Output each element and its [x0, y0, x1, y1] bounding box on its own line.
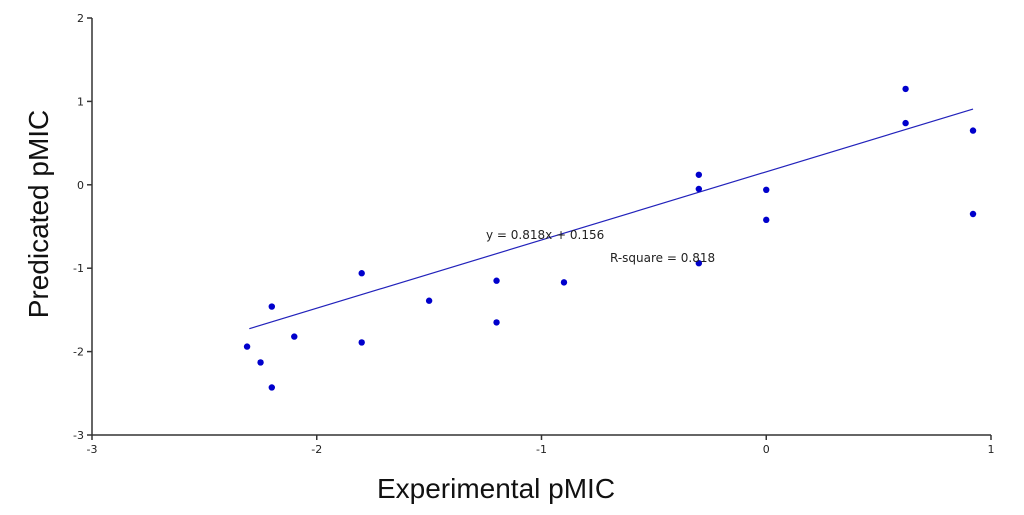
data-point	[902, 119, 909, 127]
x-tick-label: -3	[87, 443, 98, 456]
data-point	[358, 339, 365, 346]
data-point	[425, 297, 433, 304]
x-tick-label: -2	[311, 443, 322, 456]
data-point	[560, 279, 568, 286]
data-points	[243, 85, 977, 391]
r-square-annotation: R-square = 0.818	[610, 251, 715, 265]
y-tick-label: 1	[77, 95, 84, 108]
y-tick-label: 2	[77, 12, 84, 25]
data-point	[493, 319, 500, 326]
data-point	[268, 303, 275, 310]
data-point	[695, 185, 703, 193]
x-tick-label: -1	[536, 443, 547, 456]
data-point	[695, 171, 703, 178]
x-tick-label: 1	[988, 443, 995, 456]
data-point	[493, 277, 500, 284]
y-tick-label: -2	[73, 346, 84, 359]
y-tick-label: 0	[77, 179, 84, 192]
data-point	[695, 259, 703, 267]
trendline	[249, 108, 974, 330]
data-point	[969, 210, 977, 218]
data-point	[763, 216, 770, 224]
data-point	[291, 333, 298, 340]
data-point	[969, 127, 977, 134]
x-axis-title: Experimental pMIC	[377, 473, 615, 504]
data-point	[902, 85, 909, 93]
x-ticks: -3 -2 -1 0 1	[87, 435, 995, 456]
y-axis-title: Predicated pMIC	[23, 110, 54, 319]
y-tick-label: -3	[73, 429, 84, 442]
data-point	[257, 359, 264, 366]
equation-annotation: y = 0.818x + 0.156	[486, 228, 604, 242]
data-point	[358, 270, 365, 277]
axes	[91, 18, 991, 436]
data-point	[243, 343, 251, 350]
y-ticks: -3 -2 -1 0 1 2	[73, 12, 92, 442]
data-point	[268, 384, 275, 391]
y-tick-label: -1	[73, 262, 84, 275]
data-point	[763, 186, 770, 194]
x-tick-label: 0	[763, 443, 770, 456]
